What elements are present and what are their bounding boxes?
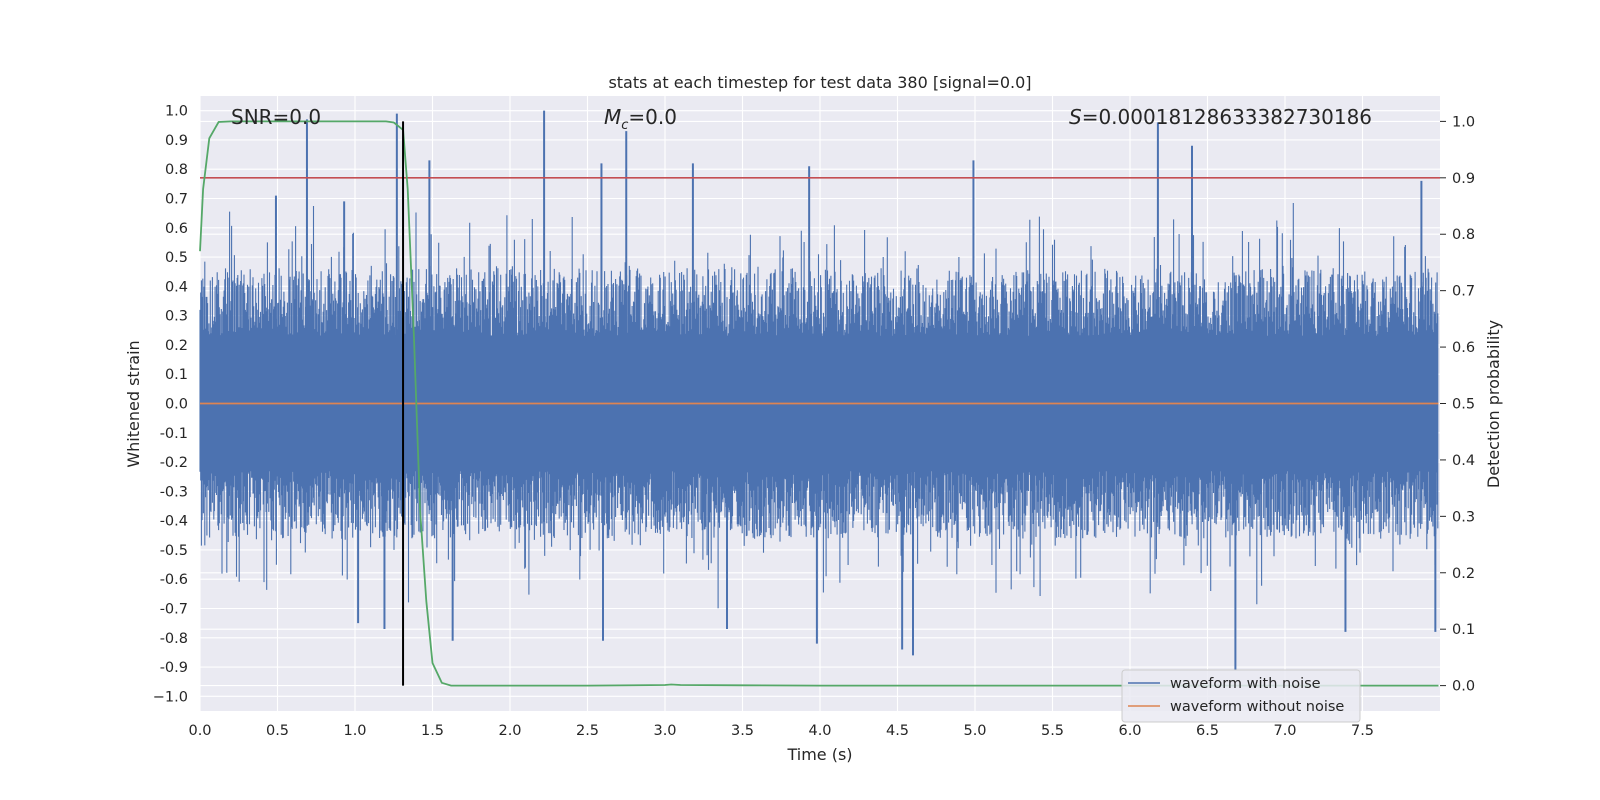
legend: waveform with noise waveform without noi… [1121, 669, 1361, 723]
y2-tick-label: 0.7 [1452, 284, 1475, 300]
x-tick-label: 7.0 [1273, 723, 1296, 739]
y-tick-label: -0.8 [160, 631, 188, 647]
y-tick-label: −1.0 [153, 689, 188, 705]
y2-tick-label: 0.5 [1452, 397, 1475, 413]
mc-value: =0.0 [628, 105, 677, 129]
y-axis-label: Whitened strain [124, 340, 143, 467]
y2-tick-label: 0.8 [1452, 227, 1475, 243]
legend-box [1121, 669, 1361, 723]
y-tick-label: 0.1 [165, 367, 188, 383]
x-tick-label: 6.5 [1196, 723, 1219, 739]
y-tick-label: -0.7 [160, 602, 188, 618]
y-tick-label: -0.6 [160, 572, 188, 588]
x-tick-label: 3.5 [731, 723, 754, 739]
y2-tick-label: 0.9 [1452, 171, 1475, 187]
y-tick-label: 0.9 [165, 133, 188, 149]
y2-tick-label: 0.3 [1452, 509, 1475, 525]
x-tick-label: 0.5 [266, 723, 289, 739]
x-tick-label: 2.5 [576, 723, 599, 739]
y-tick-label: 0.3 [165, 309, 188, 325]
y-tick-label: -0.9 [160, 660, 188, 676]
y-tick-label: 0.7 [165, 192, 188, 208]
y-tick-label: -0.5 [160, 543, 188, 559]
s-value: =0.00018128633382730186 [1082, 105, 1372, 129]
legend-label-noise: waveform with noise [1170, 676, 1321, 692]
x-tick-label: 7.5 [1351, 723, 1374, 739]
chart-title: stats at each timestep for test data 380… [608, 73, 1031, 92]
y2-tick-label: 0.0 [1452, 679, 1475, 695]
detection-probability-line [199, 120, 1439, 687]
y-tick-label: 0.2 [165, 338, 188, 354]
y-tick-label: 0.5 [165, 250, 188, 266]
x-tick-label: 6.0 [1118, 723, 1141, 739]
series-layer [199, 110, 1440, 687]
snr-annotation: SNR=0.0 [231, 105, 321, 129]
x-tick-label: 4.5 [886, 723, 909, 739]
x-tick-label: 1.5 [421, 723, 444, 739]
legend-label-clean: waveform without noise [1170, 699, 1344, 715]
x-tick-label: 0.0 [188, 723, 211, 739]
x-tick-label: 5.0 [963, 723, 986, 739]
y-tick-label: -0.4 [160, 514, 188, 530]
x-tick-label: 1.0 [343, 723, 366, 739]
y-tick-label: -0.1 [160, 426, 188, 442]
x-tick-label: 3.0 [653, 723, 676, 739]
y2-tick-label: 0.2 [1452, 566, 1475, 582]
y-tick-label: 0.0 [165, 397, 188, 413]
y-tick-label: 1.0 [165, 104, 188, 120]
y2-axis-label: Detection probability [1484, 320, 1503, 488]
y2-tick-label: 0.4 [1452, 453, 1475, 469]
noisy-waveform-line [199, 203, 1439, 609]
y-tick-label: -0.2 [160, 455, 188, 471]
x-tick-label: 4.0 [808, 723, 831, 739]
mc-annotation: Mc=0.0 [604, 105, 677, 133]
y-tick-label: 0.6 [165, 221, 188, 237]
y2-tick-label: 0.6 [1452, 340, 1475, 356]
y2-tick-label: 0.1 [1452, 622, 1475, 638]
y-tick-label: -0.3 [160, 484, 188, 500]
x-tick-label: 2.0 [498, 723, 521, 739]
y-tick-label: 0.4 [165, 279, 188, 295]
x-axis-label: Time (s) [786, 745, 852, 764]
y-tick-label: 0.8 [165, 162, 188, 178]
x-tick-label: 5.5 [1041, 723, 1064, 739]
s-annotation: S=0.00018128633382730186 [1069, 105, 1372, 129]
ticks: 0.0 0.5 1.0 1.5 2.0 2.5 3.0 3.5 4.0 4.5 5.0 5.5 6.0 6… [153, 104, 1475, 739]
y2-tick-label: 1.0 [1452, 114, 1475, 130]
